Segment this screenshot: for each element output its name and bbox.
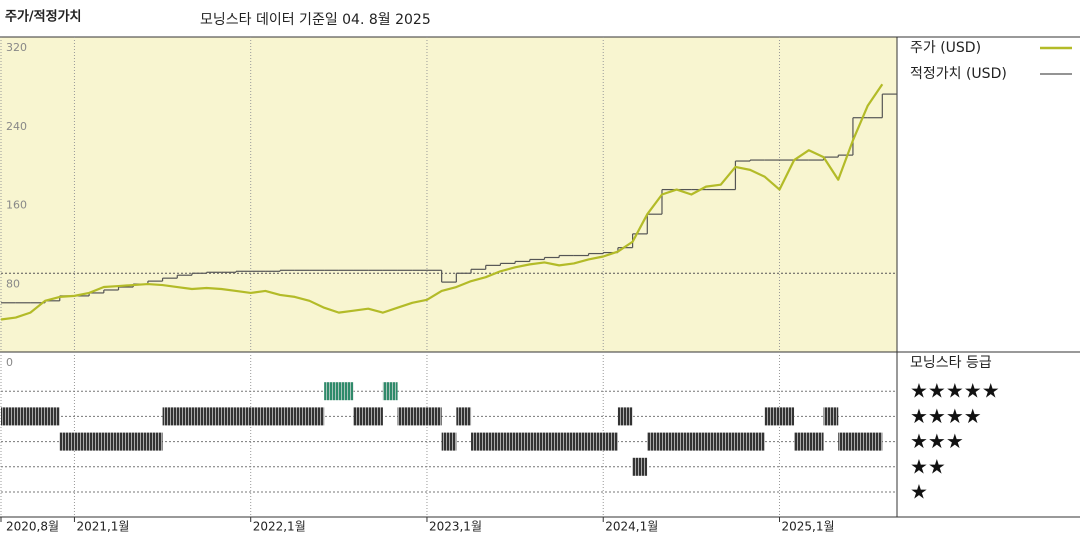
y-tick-label: 160 — [6, 199, 27, 212]
y-tick-label: 0 — [6, 356, 13, 369]
rating-bar — [162, 407, 325, 426]
rating-bar — [632, 457, 648, 476]
x-tick-label: 2020,8월 — [6, 520, 59, 534]
rating-bar — [471, 432, 618, 451]
rating-bar — [794, 432, 824, 451]
y-tick-label: 80 — [6, 277, 20, 290]
rating-bar — [823, 407, 839, 426]
rating-label: ★★★★ — [910, 404, 982, 428]
y-tick-label: 240 — [6, 120, 27, 133]
chart-title: 주가/적정가치 — [5, 9, 82, 25]
x-tick-label: 2025,1월 — [781, 520, 834, 534]
rating-bar — [838, 432, 883, 451]
rating-bar — [324, 382, 354, 401]
x-tick-label: 2022,1월 — [253, 520, 306, 534]
rating-title: 모닝스타 등급 — [910, 355, 992, 371]
price-line — [0, 83, 884, 321]
chart-subtitle: 모닝스타 데이터 기준일 04. 8월 2025 — [200, 12, 431, 28]
rating-label: ★★★★★ — [910, 379, 1000, 403]
rating-bar — [456, 407, 472, 426]
x-tick-label: 2021,1월 — [76, 520, 129, 534]
rating-bar — [59, 432, 163, 451]
y-tick-label: 320 — [6, 41, 27, 54]
rating-bar — [441, 432, 457, 451]
rating-bar — [764, 407, 795, 426]
frame — [0, 36, 1080, 518]
rating-bar — [1, 407, 60, 426]
x-tick-label: 2024,1월 — [605, 520, 658, 534]
legend-label: 주가 (USD) — [910, 40, 981, 56]
rating-label: ★ — [910, 480, 928, 504]
rating-bar — [397, 407, 442, 426]
legend-label: 적정가치 (USD) — [910, 66, 1007, 82]
rating-label: ★★ — [910, 454, 946, 478]
rating-bar — [382, 382, 398, 401]
rating-bar — [353, 407, 383, 426]
x-tick-label: 2023,1월 — [429, 520, 482, 534]
plot-background — [0, 37, 897, 352]
rating-bar — [647, 432, 765, 451]
rating-label: ★★★ — [910, 429, 964, 453]
rating-bar — [617, 407, 633, 426]
